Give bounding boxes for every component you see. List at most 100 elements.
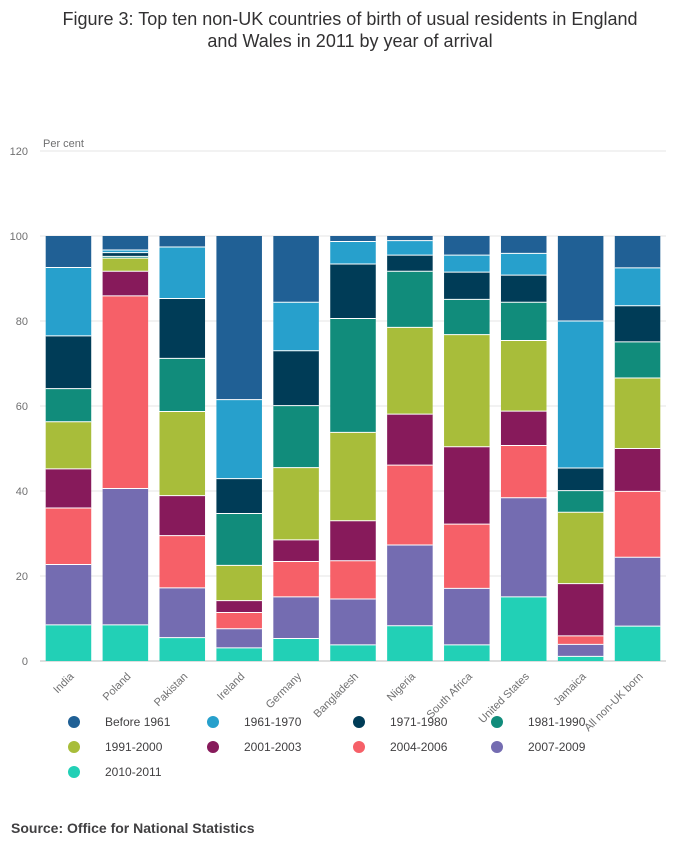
bar-segment (45, 624, 92, 661)
legend-label: 2004-2006 (390, 740, 448, 754)
y-tick-label: 80 (16, 316, 28, 328)
bar-segment (330, 264, 376, 319)
legend-swatch (207, 716, 219, 728)
bar-segment (45, 468, 92, 508)
legend: Before 1961 1961-1970 1971-1980 1981-1990 19… (68, 715, 586, 779)
bar-segment (557, 468, 604, 491)
bar-segment (273, 467, 319, 540)
bar-segment (557, 236, 604, 321)
bar-segment (216, 236, 262, 400)
legend-label: 1961-1970 (244, 715, 302, 729)
x-tick-label: Ireland (215, 671, 247, 703)
bar-segment (444, 588, 490, 645)
bar-segment (444, 644, 490, 661)
bar-segment (387, 240, 433, 256)
bar-segment (45, 236, 92, 268)
y-axis-label: Per cent (43, 138, 84, 150)
x-tick-label: Pakistan (152, 671, 190, 709)
bar-segment (273, 596, 319, 639)
y-tick-label: 0 (22, 656, 28, 668)
bar-segment (159, 247, 206, 299)
legend-item: 2001-2003 (207, 740, 302, 754)
legend-label: 1981-1990 (528, 715, 586, 729)
bar-segment (500, 596, 547, 661)
y-tick-label: 40 (16, 486, 28, 498)
bar-segment (387, 625, 433, 661)
x-tick-label: Jamaica (551, 670, 589, 708)
bar-segment (216, 612, 262, 629)
chart-title: Figure 3: Top ten non-UK countries of bi… (0, 8, 700, 52)
bar-segment (500, 411, 547, 446)
bar-segment (500, 302, 547, 341)
bar-segment (557, 321, 604, 469)
x-tick-label: Poland (101, 671, 134, 704)
bar-segment (500, 275, 547, 303)
bar-segment (614, 305, 661, 342)
bar-segment (102, 624, 149, 661)
bar-segment (614, 448, 661, 492)
bar-segment (102, 488, 149, 625)
bar-segment (159, 495, 206, 536)
legend-item: Before 1961 (68, 715, 171, 729)
bar-segment (614, 557, 661, 627)
bar-segment (557, 635, 604, 645)
bar-segment (159, 236, 206, 248)
legend-label: 1971-1980 (390, 715, 448, 729)
bar-segment (387, 465, 433, 545)
bar-segment (273, 561, 319, 597)
y-tick-label: 60 (16, 401, 28, 413)
legend-item: 2004-2006 (353, 740, 448, 754)
bar-segment (557, 490, 604, 513)
bar-segment (557, 644, 604, 657)
bar-segment (387, 544, 433, 626)
bar-segment (45, 388, 92, 422)
bar-segment (614, 341, 661, 378)
legend-swatch (68, 741, 80, 753)
legend-swatch (353, 716, 365, 728)
bar-segment (444, 446, 490, 525)
x-tick-label: Nigeria (385, 670, 419, 704)
bar-segment (500, 445, 547, 498)
bar-segment (330, 236, 376, 242)
x-tick-label: Germany (264, 670, 305, 711)
bar-segment (216, 478, 262, 514)
bar-segment (102, 258, 149, 272)
bar-segment (159, 587, 206, 638)
bar-segment (614, 267, 661, 306)
stacked-bar-chart: 0 20 40 60 80 100 120 Per cent India Poland Paki… (10, 138, 666, 779)
bar-segment (216, 399, 262, 479)
bar-segment (444, 334, 490, 447)
y-tick-label: 20 (16, 571, 28, 583)
legend-swatch (491, 716, 503, 728)
legend-swatch (491, 741, 503, 753)
bar-segment (387, 414, 433, 466)
bars (45, 236, 661, 661)
bar-segment (102, 295, 149, 489)
legend-label: Before 1961 (105, 715, 171, 729)
bar-segment (557, 512, 604, 584)
bar-segment (557, 656, 604, 661)
y-tick-label: 120 (10, 146, 28, 158)
bar-segment (159, 358, 206, 412)
legend-item: 1991-2000 (68, 740, 163, 754)
bar-segment (330, 598, 376, 645)
x-tick-label: United States (477, 670, 533, 726)
bar-segment (102, 252, 149, 257)
bar-segment (45, 508, 92, 565)
y-tick-label: 100 (10, 231, 28, 243)
bar-segment (444, 524, 490, 589)
bar-segment (444, 272, 490, 300)
bar-segment (102, 271, 149, 296)
bar-segment (45, 564, 92, 625)
legend-item: 1971-1980 (353, 715, 448, 729)
bar-segment (159, 535, 206, 588)
bar-segment (216, 628, 262, 648)
y-axis-ticks: 0 20 40 60 80 100 120 (10, 146, 28, 668)
bar-segment (330, 520, 376, 561)
bar-segment (500, 340, 547, 412)
bar-segment (444, 299, 490, 335)
bar-segment (444, 236, 490, 256)
bar-segment (273, 236, 319, 303)
legend-swatch (68, 716, 80, 728)
bar-segment (614, 491, 661, 558)
